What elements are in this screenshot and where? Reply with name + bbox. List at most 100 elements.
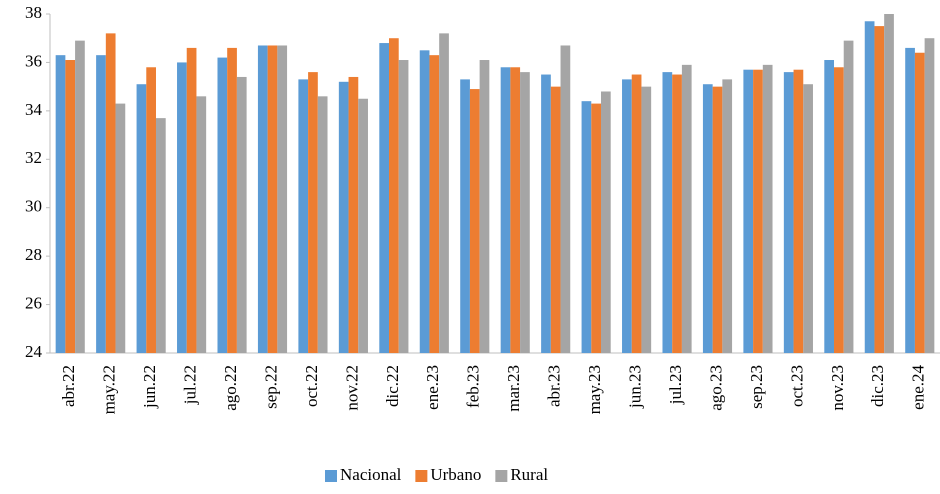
bar <box>793 69 804 353</box>
bar <box>460 79 470 353</box>
bar <box>641 86 652 354</box>
bar <box>55 55 66 354</box>
bar <box>581 101 592 354</box>
bar <box>803 84 813 353</box>
bar <box>824 60 835 353</box>
bar <box>510 67 521 354</box>
bar <box>75 40 85 354</box>
y-tick-label: 26 <box>25 293 42 312</box>
y-tick-label: 30 <box>25 197 42 216</box>
bar <box>702 84 713 353</box>
x-tick-label: ago.22 <box>221 365 240 411</box>
bar <box>753 69 763 353</box>
bar <box>743 69 754 353</box>
bar <box>914 52 925 353</box>
bar <box>227 47 237 354</box>
bar <box>115 103 126 353</box>
x-tick-label: dic.23 <box>868 365 887 407</box>
bar <box>541 74 551 354</box>
x-tick-label: oct.23 <box>787 365 806 407</box>
x-tick-label: ago.23 <box>706 365 725 411</box>
bar <box>379 43 390 354</box>
x-tick-label: sep.23 <box>747 365 766 409</box>
x-tick-label: sep.22 <box>261 365 280 409</box>
bar <box>469 89 480 354</box>
bar <box>298 79 309 353</box>
y-tick-label: 34 <box>25 100 43 119</box>
bar <box>389 38 399 353</box>
bar <box>864 21 875 354</box>
x-tick-label: ene.24 <box>909 365 928 410</box>
bar <box>96 55 106 354</box>
bar <box>591 103 601 353</box>
bar <box>762 64 773 353</box>
bar <box>631 74 642 354</box>
bar <box>398 60 409 353</box>
bar <box>257 45 268 353</box>
legend-swatch <box>325 470 337 482</box>
bar <box>419 50 430 353</box>
x-tick-label: feb.23 <box>464 365 483 408</box>
bar <box>672 74 682 354</box>
bar <box>105 33 116 353</box>
x-tick-label: ene.23 <box>423 365 442 410</box>
bar <box>500 67 511 354</box>
bar <box>186 47 197 354</box>
bar <box>217 57 228 353</box>
legend-label: Urbano <box>430 465 481 484</box>
x-tick-label: may.22 <box>100 365 119 414</box>
bar <box>338 81 349 354</box>
bar <box>884 14 894 353</box>
bar <box>65 60 76 353</box>
bar <box>155 118 166 353</box>
y-tick-label: 32 <box>25 148 42 167</box>
bar <box>874 26 885 353</box>
bar <box>177 62 187 354</box>
bar <box>146 67 156 354</box>
bar <box>600 91 611 353</box>
x-tick-label: may.23 <box>585 365 604 414</box>
bar <box>317 96 328 353</box>
bar <box>236 76 247 353</box>
bar <box>439 33 449 353</box>
bar <box>560 45 571 353</box>
x-tick-label: oct.22 <box>302 365 321 407</box>
x-tick-label: nov.23 <box>828 365 847 411</box>
legend-label: Nacional <box>340 465 402 484</box>
legend-label: Rural <box>510 465 548 484</box>
legend-swatch <box>415 470 428 482</box>
bar <box>783 72 794 353</box>
y-tick-label: 24 <box>25 342 43 361</box>
bar <box>429 55 440 354</box>
bar <box>308 72 318 353</box>
bar <box>722 79 733 353</box>
bar <box>358 98 368 353</box>
bar <box>834 67 844 354</box>
bar <box>622 79 632 353</box>
bar <box>662 72 673 353</box>
x-tick-label: jun.22 <box>140 365 159 409</box>
x-tick-label: jun.23 <box>625 365 644 409</box>
bar <box>277 45 288 353</box>
x-tick-label: jul.23 <box>666 365 685 405</box>
x-tick-label: abr.22 <box>59 365 78 407</box>
bar <box>905 47 915 354</box>
bar <box>267 45 278 353</box>
bar <box>681 64 692 353</box>
x-tick-label: dic.22 <box>383 365 402 407</box>
bar <box>924 38 935 353</box>
x-tick-label: mar.23 <box>504 365 523 412</box>
legend-swatch <box>495 470 508 482</box>
bar <box>136 84 147 353</box>
bar <box>348 76 359 353</box>
bar <box>196 96 207 353</box>
bar <box>479 60 490 353</box>
y-tick-label: 28 <box>25 245 42 264</box>
x-tick-label: nov.22 <box>342 365 361 411</box>
bar <box>550 86 561 354</box>
bar <box>843 40 854 354</box>
y-tick-label: 36 <box>25 51 42 70</box>
x-tick-label: abr.23 <box>545 365 564 407</box>
y-tick-label: 38 <box>25 3 42 22</box>
